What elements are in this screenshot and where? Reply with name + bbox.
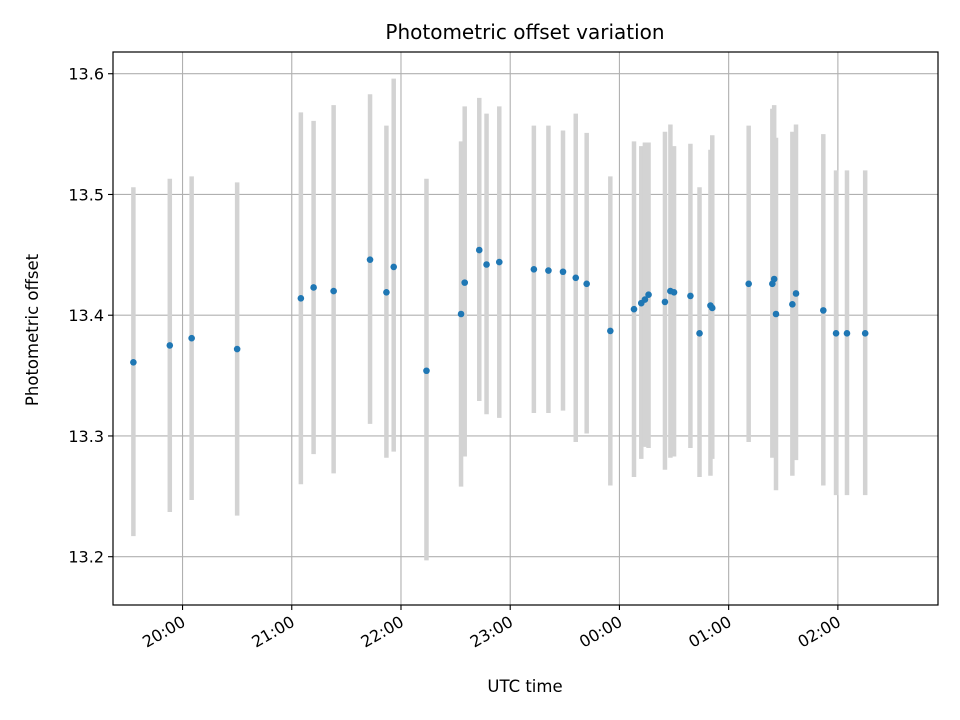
y-tick-label: 13.4 bbox=[68, 306, 104, 325]
data-point bbox=[583, 280, 590, 288]
y-tick-label: 13.6 bbox=[68, 65, 104, 84]
data-point bbox=[607, 327, 614, 335]
data-point bbox=[297, 295, 305, 302]
data-point bbox=[390, 263, 398, 271]
data-point bbox=[630, 305, 638, 313]
data-point bbox=[772, 310, 780, 318]
data-point bbox=[832, 330, 840, 337]
y-axis-title: Photometric offset bbox=[23, 253, 42, 406]
y-tick-label: 13.2 bbox=[68, 548, 104, 567]
data-point bbox=[559, 268, 567, 276]
data-point bbox=[457, 310, 465, 318]
data-point bbox=[530, 266, 538, 273]
grid bbox=[113, 52, 938, 605]
y-tick-label: 13.5 bbox=[68, 185, 104, 204]
data-point bbox=[495, 258, 503, 266]
data-point bbox=[687, 292, 694, 300]
data-point bbox=[330, 287, 337, 295]
data-point bbox=[130, 359, 137, 366]
data-point bbox=[188, 334, 195, 342]
plot-frame bbox=[112, 51, 939, 606]
data-point bbox=[696, 330, 703, 337]
data-point bbox=[820, 307, 827, 314]
data-point bbox=[645, 291, 652, 298]
data-point bbox=[572, 274, 580, 282]
data-point bbox=[792, 290, 800, 297]
x-axis-title: UTC time bbox=[487, 677, 562, 696]
data-point bbox=[461, 279, 468, 286]
data-point bbox=[770, 275, 778, 283]
data-point bbox=[661, 298, 669, 306]
data-point bbox=[843, 330, 851, 337]
data-point bbox=[166, 342, 174, 349]
data-point bbox=[383, 288, 390, 296]
y-axis: 13.2 13.3 13.4 13.5 13.6 bbox=[68, 65, 113, 567]
data-point bbox=[745, 280, 752, 288]
data-point bbox=[423, 367, 430, 375]
data-point bbox=[483, 261, 490, 268]
data-point bbox=[708, 304, 716, 312]
y-tick-label: 13.3 bbox=[68, 427, 104, 446]
data-point bbox=[475, 246, 483, 254]
data-point bbox=[641, 296, 649, 303]
data-point bbox=[366, 256, 374, 263]
chart-title: Photometric offset variation bbox=[385, 20, 664, 44]
data-point bbox=[861, 330, 869, 337]
data-point bbox=[545, 267, 552, 274]
data-points bbox=[130, 246, 869, 375]
data-point bbox=[310, 284, 317, 291]
data-point bbox=[233, 345, 241, 353]
data-point bbox=[670, 288, 678, 296]
data-point bbox=[789, 301, 796, 308]
